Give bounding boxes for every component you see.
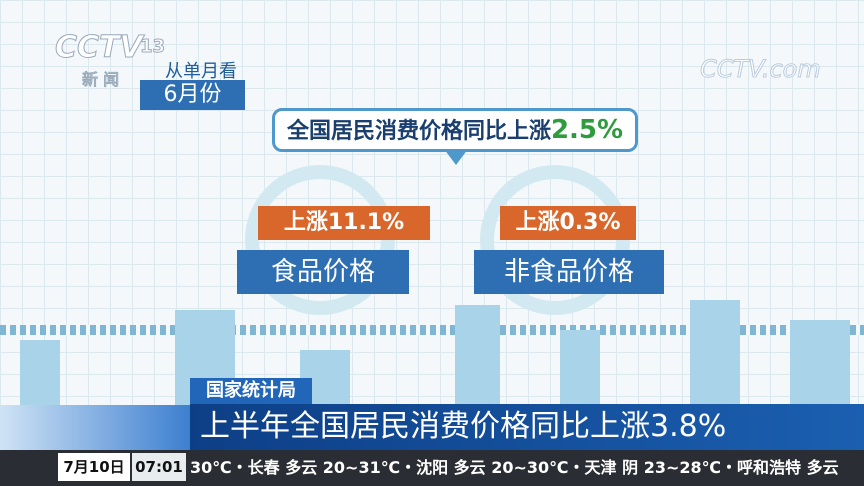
rail bbox=[0, 325, 864, 335]
watermark: CCTV.com bbox=[700, 55, 822, 84]
logo-subtitle: 新 闻 bbox=[81, 70, 120, 90]
caption: 从单月看 bbox=[165, 61, 237, 82]
bubble-tail bbox=[444, 149, 468, 165]
logo: CCTV bbox=[55, 30, 144, 66]
period: 6月份 bbox=[140, 80, 245, 110]
ticker-date: 7月10日 bbox=[58, 453, 130, 481]
change-label: 上涨11.1% bbox=[258, 206, 430, 240]
summary-text: 全国居民消费价格同比上涨 bbox=[286, 119, 551, 144]
summary-value: 2.5% bbox=[550, 115, 624, 145]
logo-number: 13 bbox=[139, 36, 166, 58]
news-source: 国家统计局 bbox=[190, 378, 312, 404]
item-label: 非食品价格 bbox=[474, 250, 664, 294]
news-graphic bbox=[0, 405, 190, 450]
change-label: 上涨0.3% bbox=[500, 206, 636, 240]
ticker-time: 07:01 bbox=[132, 453, 186, 481]
ticker-text: 30℃・长春 多云 20~31℃・沈阳 多云 20~30℃・天津 阴 23~28… bbox=[190, 458, 839, 477]
summary-box: 全国居民消费价格同比上涨2.5% bbox=[272, 108, 638, 152]
news-headline: 上半年全国居民消费价格同比上涨3.8% bbox=[190, 404, 864, 450]
item-label: 食品价格 bbox=[237, 250, 409, 294]
